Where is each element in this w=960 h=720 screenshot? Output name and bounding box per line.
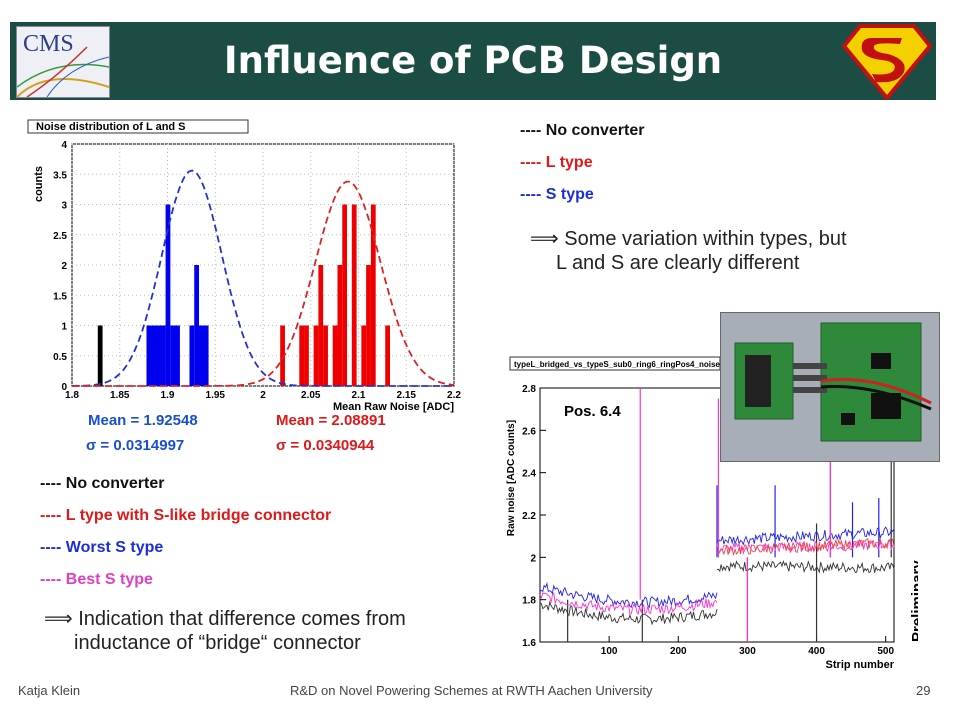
histogram-bar [337, 265, 343, 386]
strip-noise-series-line [539, 600, 718, 626]
histogram-bar [351, 204, 357, 386]
histogram-y-tick-label: 2 [61, 261, 67, 272]
conclusion-bottom: ⟹ Indication that difference comes from … [44, 607, 406, 655]
conclusion-top-line-2: L and S are clearly different [556, 252, 800, 274]
legend-top-item: ---- No converter [520, 122, 645, 139]
histogram-x-tick-label: 2.15 [397, 390, 417, 401]
histogram-y-tick-label: 1.5 [53, 291, 67, 302]
histogram-bar [194, 265, 200, 386]
histogram-bar [97, 325, 103, 386]
histogram-y-tick-label: 0.5 [53, 352, 67, 363]
strip-x-tick-label: 500 [877, 646, 894, 657]
histogram-bar [332, 325, 338, 386]
histogram-x-tick-label: 2.1 [352, 390, 366, 401]
conclusion-bottom-line-2: inductance of “bridge“ connector [74, 632, 361, 654]
legend-bottom-item: ---- Best S type [40, 571, 153, 588]
strip-noise-series-line [716, 559, 895, 574]
gaussian-fit-curve [72, 169, 454, 387]
histogram-y-tick-label: 3.5 [53, 170, 67, 181]
strip-x-tick-label: 100 [601, 646, 618, 657]
title-bar: CMS Influence of PCB Design [10, 22, 936, 100]
histogram-title-box [27, 119, 249, 134]
legend-bottom-item: ---- Worst S type [40, 539, 164, 556]
strip-noise-series-line [716, 526, 895, 546]
histogram-bar [342, 204, 348, 386]
histogram-bar [318, 265, 324, 386]
legend-top: ---- No converter ---- L type ---- S type [520, 122, 644, 218]
preliminary-watermark: Preliminary [909, 560, 918, 642]
cms-logo: CMS [16, 26, 110, 98]
histogram-x-axis-label: Mean Raw Noise [ADC] [333, 401, 454, 413]
histogram-bar [280, 325, 285, 386]
histogram-x-tick-label: 1.9 [161, 390, 175, 401]
histogram-bar [323, 325, 328, 386]
blue-mean-label: Mean = 1.92548 [88, 412, 198, 429]
histogram-bar [313, 325, 319, 386]
histogram-x-tick-label: 2 [260, 390, 266, 401]
legend-bottom-item: ---- No converter [40, 475, 165, 492]
histogram-y-tick-label: 0 [61, 382, 67, 393]
histogram-y-tick-label: 1 [61, 322, 67, 333]
histogram-bar [366, 265, 371, 386]
histogram-y-tick-label: 3 [61, 201, 67, 212]
histogram-bar [165, 204, 171, 386]
strip-y-tick-label: 1.8 [522, 596, 536, 607]
histogram-bar [385, 325, 391, 386]
legend-bottom: ---- No converter ---- L type with S-like… [40, 475, 331, 603]
page-number: 29 [916, 683, 931, 698]
strip-y-tick-label: 2.4 [522, 469, 536, 480]
strip-y-tick-label: 2 [530, 553, 536, 564]
strip-noise-series-line [539, 592, 718, 616]
conclusion-top-line-1: ⟹ Some variation within types, but [530, 228, 847, 250]
histogram-x-tick-label: 1.8 [65, 390, 79, 401]
strip-y-tick-label: 2.8 [522, 384, 536, 395]
red-mean-label: Mean = 2.08891 [276, 412, 386, 429]
cms-logo-text: CMS [23, 31, 74, 57]
strip-y-tick-label: 2.2 [522, 511, 536, 522]
histogram-x-tick-label: 2.05 [301, 390, 321, 401]
histogram-y-tick-label: 2.5 [53, 231, 67, 242]
footer-presentation-title: R&D on Novel Powering Schemes at RWTH Aa… [290, 683, 653, 698]
strip-x-tick-label: 300 [739, 646, 756, 657]
noise-histogram: Noise distribution of L and S 1.8 1.85 1.9… [27, 119, 461, 413]
histogram-bar [361, 325, 367, 386]
histogram-bar [146, 325, 166, 386]
histogram-bar [299, 325, 305, 386]
position-annotation: Pos. 6.4 [564, 403, 621, 420]
legend-top-item: ---- L type [520, 154, 593, 171]
converter-board-photo [720, 312, 940, 462]
strip-noise-series-line [539, 582, 718, 609]
strip-y-axis-label: Raw noise [ADC counts] [506, 420, 517, 536]
histogram-x-tick-label: 1.95 [206, 390, 226, 401]
histogram-x-tick-label: 1.85 [110, 390, 130, 401]
histogram-y-tick-label: 4 [61, 140, 67, 151]
cms-logo-tracks [17, 46, 109, 97]
conclusion-top: ⟹ Some variation within types, but L and… [530, 227, 847, 275]
converter-board-drawing [721, 313, 939, 461]
legend-top-item: ---- S type [520, 186, 594, 203]
legend-bottom-item: ---- L type with S-like bridge connector [40, 507, 332, 524]
histogram-bar [304, 325, 309, 386]
strip-y-tick-label: 1.6 [522, 638, 536, 649]
strip-x-axis-label: Strip number [826, 659, 895, 671]
strip-noise-series-line [716, 537, 895, 556]
histogram-y-axis-label: counts [33, 166, 45, 202]
strip-y-tick-label: 2.6 [522, 426, 536, 437]
superman-logo-icon [842, 24, 932, 100]
gaussian-fit-curve [72, 180, 455, 387]
histogram-bar [370, 204, 376, 386]
strip-x-tick-label: 200 [670, 646, 687, 657]
red-sigma-label: σ = 0.0340944 [276, 437, 375, 454]
histogram-x-tick-label: 2.2 [447, 390, 461, 401]
strip-x-tick-label: 400 [808, 646, 825, 657]
histogram-bar [170, 325, 180, 386]
strip-chart-title: typeL_bridged_vs_typeS_sub0_ring6_ringPo… [514, 360, 725, 369]
histogram-bar [189, 325, 195, 386]
conclusion-bottom-line-1: ⟹ Indication that difference comes from [44, 608, 406, 630]
blue-sigma-label: σ = 0.0314997 [86, 437, 185, 454]
page-title: Influence of PCB Design [223, 39, 723, 82]
footer-author: Katja Klein [18, 683, 81, 698]
histogram-bar [199, 325, 209, 386]
histogram-title: Noise distribution of L and S [36, 121, 186, 133]
